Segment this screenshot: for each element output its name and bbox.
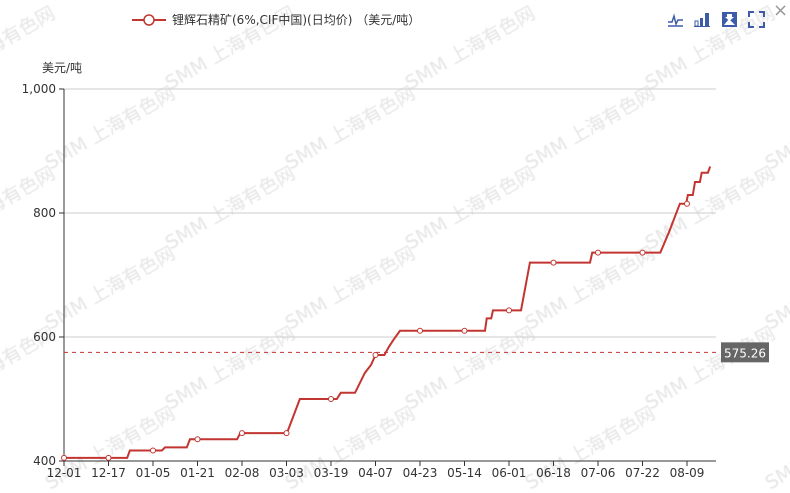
- data-point: [328, 396, 334, 402]
- x-tick-label: 02-08: [225, 466, 260, 480]
- close-icon[interactable]: ×: [773, 0, 789, 21]
- fullscreen-icon[interactable]: [748, 11, 765, 28]
- data-point: [684, 200, 690, 207]
- series-line: [64, 166, 712, 459]
- x-tick-label: 04-07: [358, 466, 393, 480]
- data-point: [639, 249, 646, 256]
- legend-line-marker-icon: [132, 13, 166, 26]
- data-point: [417, 327, 423, 334]
- line-chart-icon[interactable]: [667, 11, 684, 28]
- data-point: [194, 436, 201, 443]
- x-tick-label: 12-17: [91, 466, 126, 480]
- data-point: [461, 327, 468, 334]
- data-point: [506, 307, 512, 314]
- data-point: [372, 351, 379, 358]
- bar-chart-icon[interactable]: [694, 11, 711, 28]
- x-tick-label: 03-19: [314, 466, 349, 480]
- data-point: [150, 447, 156, 454]
- x-tick-label: 12-01: [47, 466, 82, 480]
- x-tick-label: 08-09: [670, 466, 705, 480]
- data-point: [595, 249, 601, 256]
- legend[interactable]: 锂辉石精矿(6%,CIF中国)(日均价) （美元/吨）: [132, 11, 420, 28]
- x-tick-label: 06-01: [492, 466, 527, 480]
- legend-label: 锂辉石精矿(6%,CIF中国)(日均价) （美元/吨）: [172, 13, 421, 27]
- y-axis-label: 美元/吨: [42, 61, 82, 75]
- y-tick-label: 1,000: [22, 82, 56, 96]
- x-tick-label: 01-21: [180, 466, 215, 480]
- save-image-icon[interactable]: [721, 11, 738, 28]
- y-tick-label: 400: [33, 454, 56, 468]
- x-tick-label: 07-22: [625, 466, 660, 480]
- x-tick-label: 07-06: [581, 466, 616, 480]
- data-point: [283, 430, 290, 437]
- x-tick-label: 03-03: [269, 466, 304, 480]
- x-tick-label: 06-18: [536, 466, 571, 480]
- data-point: [550, 259, 557, 266]
- x-tick-label: 04-23: [403, 466, 438, 480]
- y-tick-label: 800: [33, 206, 56, 220]
- x-tick-label: 05-14: [447, 466, 482, 480]
- data-point: [105, 454, 112, 461]
- reference-label: 575.26: [724, 346, 766, 360]
- data-point: [239, 430, 245, 437]
- toolbar: [667, 11, 765, 28]
- data-point: [61, 454, 67, 461]
- reference-label-bg: [721, 342, 769, 363]
- y-tick-label: 600: [33, 330, 56, 344]
- x-tick-label: 01-05: [136, 466, 171, 480]
